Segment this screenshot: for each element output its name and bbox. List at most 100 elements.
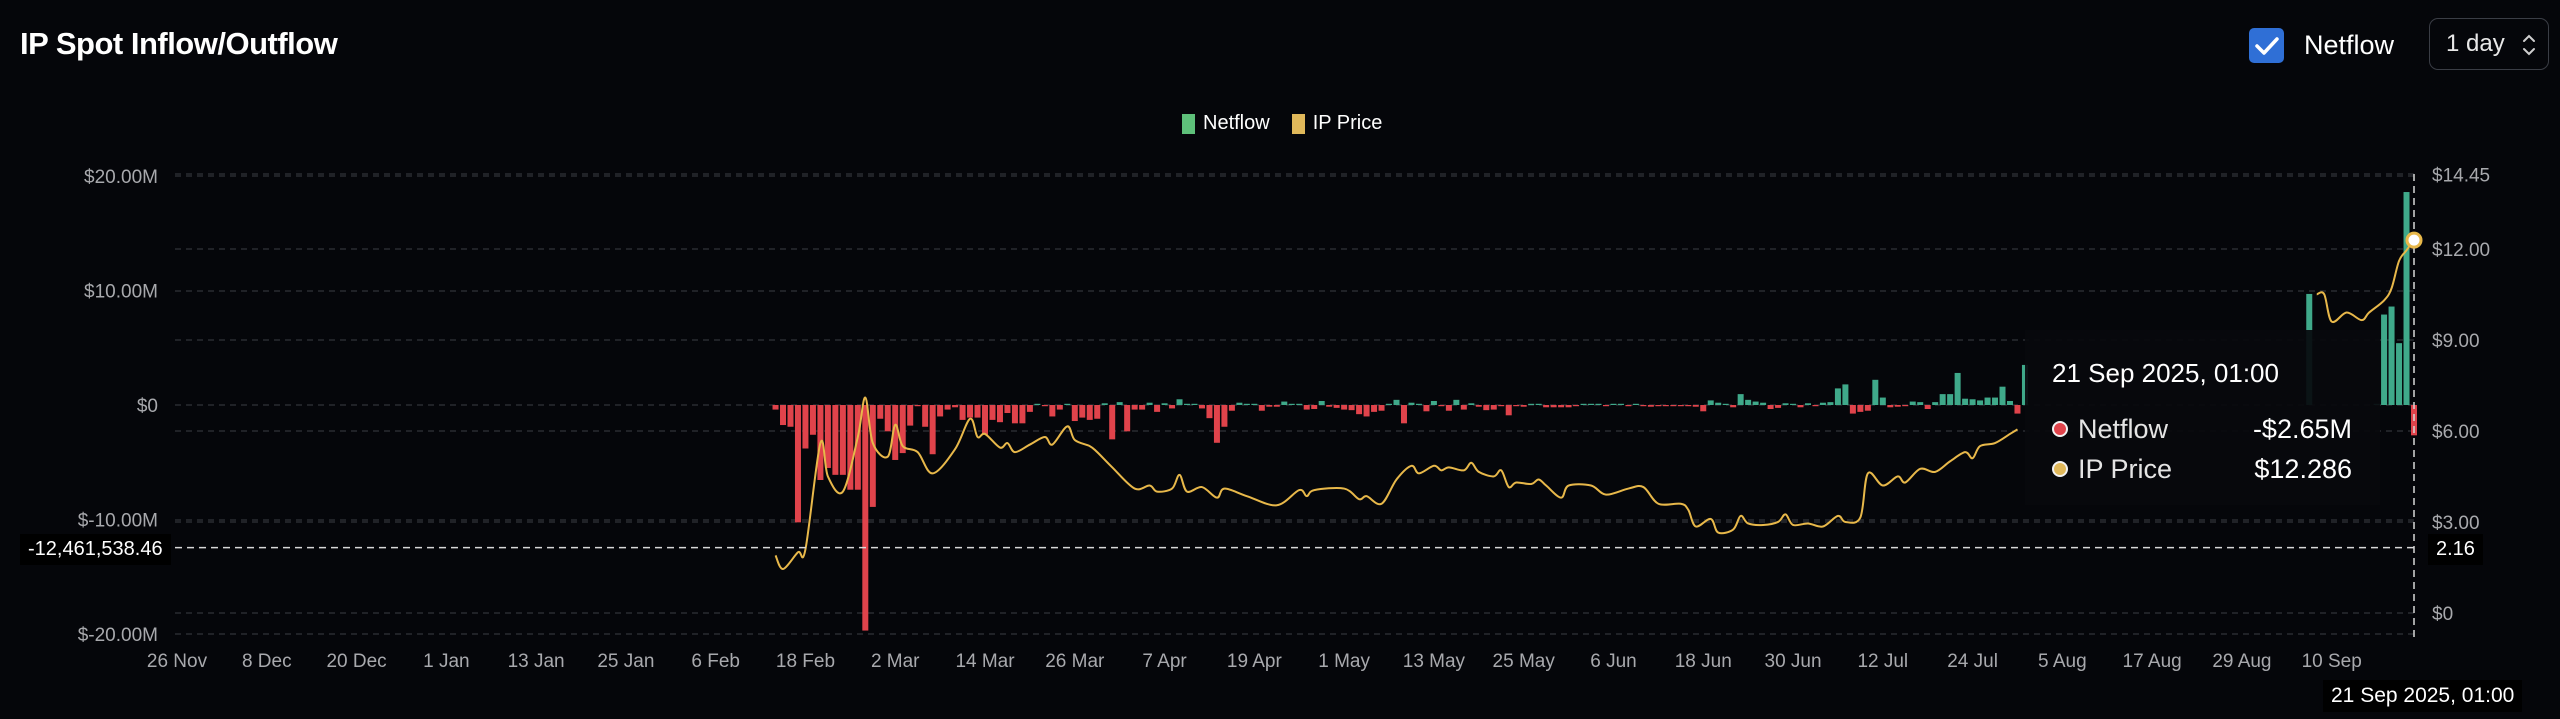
- x-axis-tick-label: 25 Jan: [597, 651, 654, 672]
- interval-select[interactable]: 1 day: [2429, 18, 2549, 70]
- netflow-bar: [1730, 405, 1737, 408]
- right-axis-tick-label: $3.00: [2432, 513, 2480, 534]
- chart-legend: Netflow IP Price: [1182, 112, 1404, 135]
- x-axis-tick-label: 17 Aug: [2123, 651, 2182, 672]
- x-axis-tick-label: 24 Jul: [1947, 651, 1998, 672]
- netflow-bar: [839, 405, 846, 475]
- netflow-bar: [2021, 364, 2028, 405]
- right-axis-tick-label: $14.45: [2432, 165, 2490, 186]
- netflow-bar: [989, 405, 996, 420]
- netflow-bar: [1423, 405, 1430, 412]
- legend-item-ip-price[interactable]: IP Price: [1291, 112, 1383, 135]
- netflow-bar: [809, 405, 816, 435]
- netflow-bar: [1341, 405, 1348, 410]
- netflow-bar: [1019, 405, 1026, 424]
- x-axis-tick-label: 26 Mar: [1045, 651, 1105, 672]
- netflow-bar: [1804, 403, 1811, 405]
- netflow-bar: [1670, 405, 1677, 407]
- x-axis-tick-label: 25 May: [1493, 651, 1556, 672]
- netflow-bar: [1700, 405, 1707, 412]
- netflow-bar: [1692, 405, 1699, 407]
- netflow-bar: [1535, 403, 1542, 405]
- netflow-bar: [877, 405, 884, 419]
- netflow-bar: [1834, 388, 1841, 405]
- netflow-bar: [1962, 398, 1969, 405]
- netflow-toggle-label: Netflow: [2304, 30, 2395, 60]
- netflow-bar: [1999, 386, 2006, 405]
- netflow-bar: [1752, 401, 1759, 405]
- netflow-bar: [892, 405, 899, 460]
- netflow-bar: [832, 405, 839, 475]
- tooltip-row-ip-price: IP Price $12.286: [2052, 449, 2352, 489]
- netflow-bar: [1378, 405, 1385, 411]
- netflow-bar: [1004, 405, 1011, 414]
- netflow-bar: [1086, 405, 1093, 420]
- x-axis-tick-label: 30 Jun: [1765, 651, 1822, 672]
- netflow-bar: [1775, 405, 1782, 408]
- crosshair: [175, 174, 2423, 640]
- legend-label-ip-price: IP Price: [1312, 112, 1383, 134]
- x-axis-tick-label: 13 May: [1403, 651, 1466, 672]
- netflow-bar: [1251, 403, 1258, 405]
- netflow-bar: [1034, 403, 1041, 405]
- tooltip-row-name: Netflow: [2078, 413, 2169, 444]
- crosshair-left-label: -12,461,538.46: [20, 534, 171, 565]
- netflow-bar: [1498, 405, 1505, 407]
- netflow-bar: [974, 405, 981, 418]
- netflow-bar: [1595, 403, 1602, 405]
- netflow-bar: [1288, 403, 1295, 405]
- netflow-bar: [1236, 402, 1243, 405]
- netflow-bar: [929, 405, 936, 455]
- netflow-bar: [1857, 405, 1864, 412]
- x-axis-tick-label: 20 Dec: [326, 651, 386, 672]
- netflow-bar: [1131, 405, 1138, 410]
- checkbox-checked-icon[interactable]: [2249, 28, 2284, 63]
- netflow-bar: [847, 405, 854, 490]
- x-axis-tick-label: 6 Feb: [691, 651, 740, 672]
- netflow-bar: [1685, 405, 1692, 407]
- legend-item-netflow[interactable]: Netflow: [1182, 112, 1270, 135]
- netflow-checkbox-toggle[interactable]: Netflow: [2249, 28, 2394, 63]
- netflow-bar: [1902, 405, 1909, 407]
- netflow-bar: [1161, 403, 1168, 405]
- netflow-bar: [1011, 405, 1018, 424]
- netflow-bar: [854, 405, 861, 490]
- right-axis-tick-label: $12.00: [2432, 240, 2490, 261]
- netflow-bar: [1176, 399, 1183, 405]
- x-axis-tick-label: 14 Mar: [955, 651, 1015, 672]
- price-line-group: [774, 239, 2415, 570]
- left-axis-tick-label: $-10.00M: [78, 511, 158, 532]
- tooltip-row-name: IP Price: [2078, 453, 2173, 484]
- netflow-bar: [1625, 405, 1632, 407]
- netflow-bar: [1894, 405, 1901, 407]
- netflow-bar: [899, 405, 906, 454]
- x-axis-tick-label: 2 Mar: [871, 651, 920, 672]
- netflow-bar: [1445, 405, 1452, 411]
- netflow-bar: [914, 405, 921, 407]
- netflow-bar: [1505, 405, 1512, 416]
- x-axis-tick-label: 1 May: [1318, 651, 1370, 672]
- left-axis-tick-label: $0: [137, 396, 158, 417]
- netflow-bar: [1939, 394, 1946, 405]
- netflow-bar: [1079, 405, 1086, 418]
- netflow-bar: [1415, 403, 1422, 405]
- netflow-bar: [884, 405, 891, 432]
- x-axis-tick-label: 6 Jun: [1590, 651, 1636, 672]
- price-dot-icon: [2052, 461, 2068, 477]
- netflow-bar: [1363, 405, 1370, 417]
- netflow-bar: [1827, 402, 1834, 405]
- netflow-bar: [1655, 405, 1662, 407]
- netflow-bar: [1745, 399, 1752, 405]
- netflow-bar: [1213, 405, 1220, 443]
- netflow-bar: [982, 405, 989, 435]
- netflow-bar: [1400, 405, 1407, 424]
- netflow-bar: [1617, 403, 1624, 405]
- netflow-bar: [1797, 405, 1804, 408]
- netflow-bar: [1602, 405, 1609, 407]
- netflow-bar: [1992, 397, 1999, 405]
- x-axis-tick-label: 8 Dec: [242, 651, 292, 672]
- left-axis-tick-label: $10.00M: [84, 282, 158, 303]
- netflow-bar: [996, 405, 1003, 423]
- netflow-bar: [1475, 405, 1482, 407]
